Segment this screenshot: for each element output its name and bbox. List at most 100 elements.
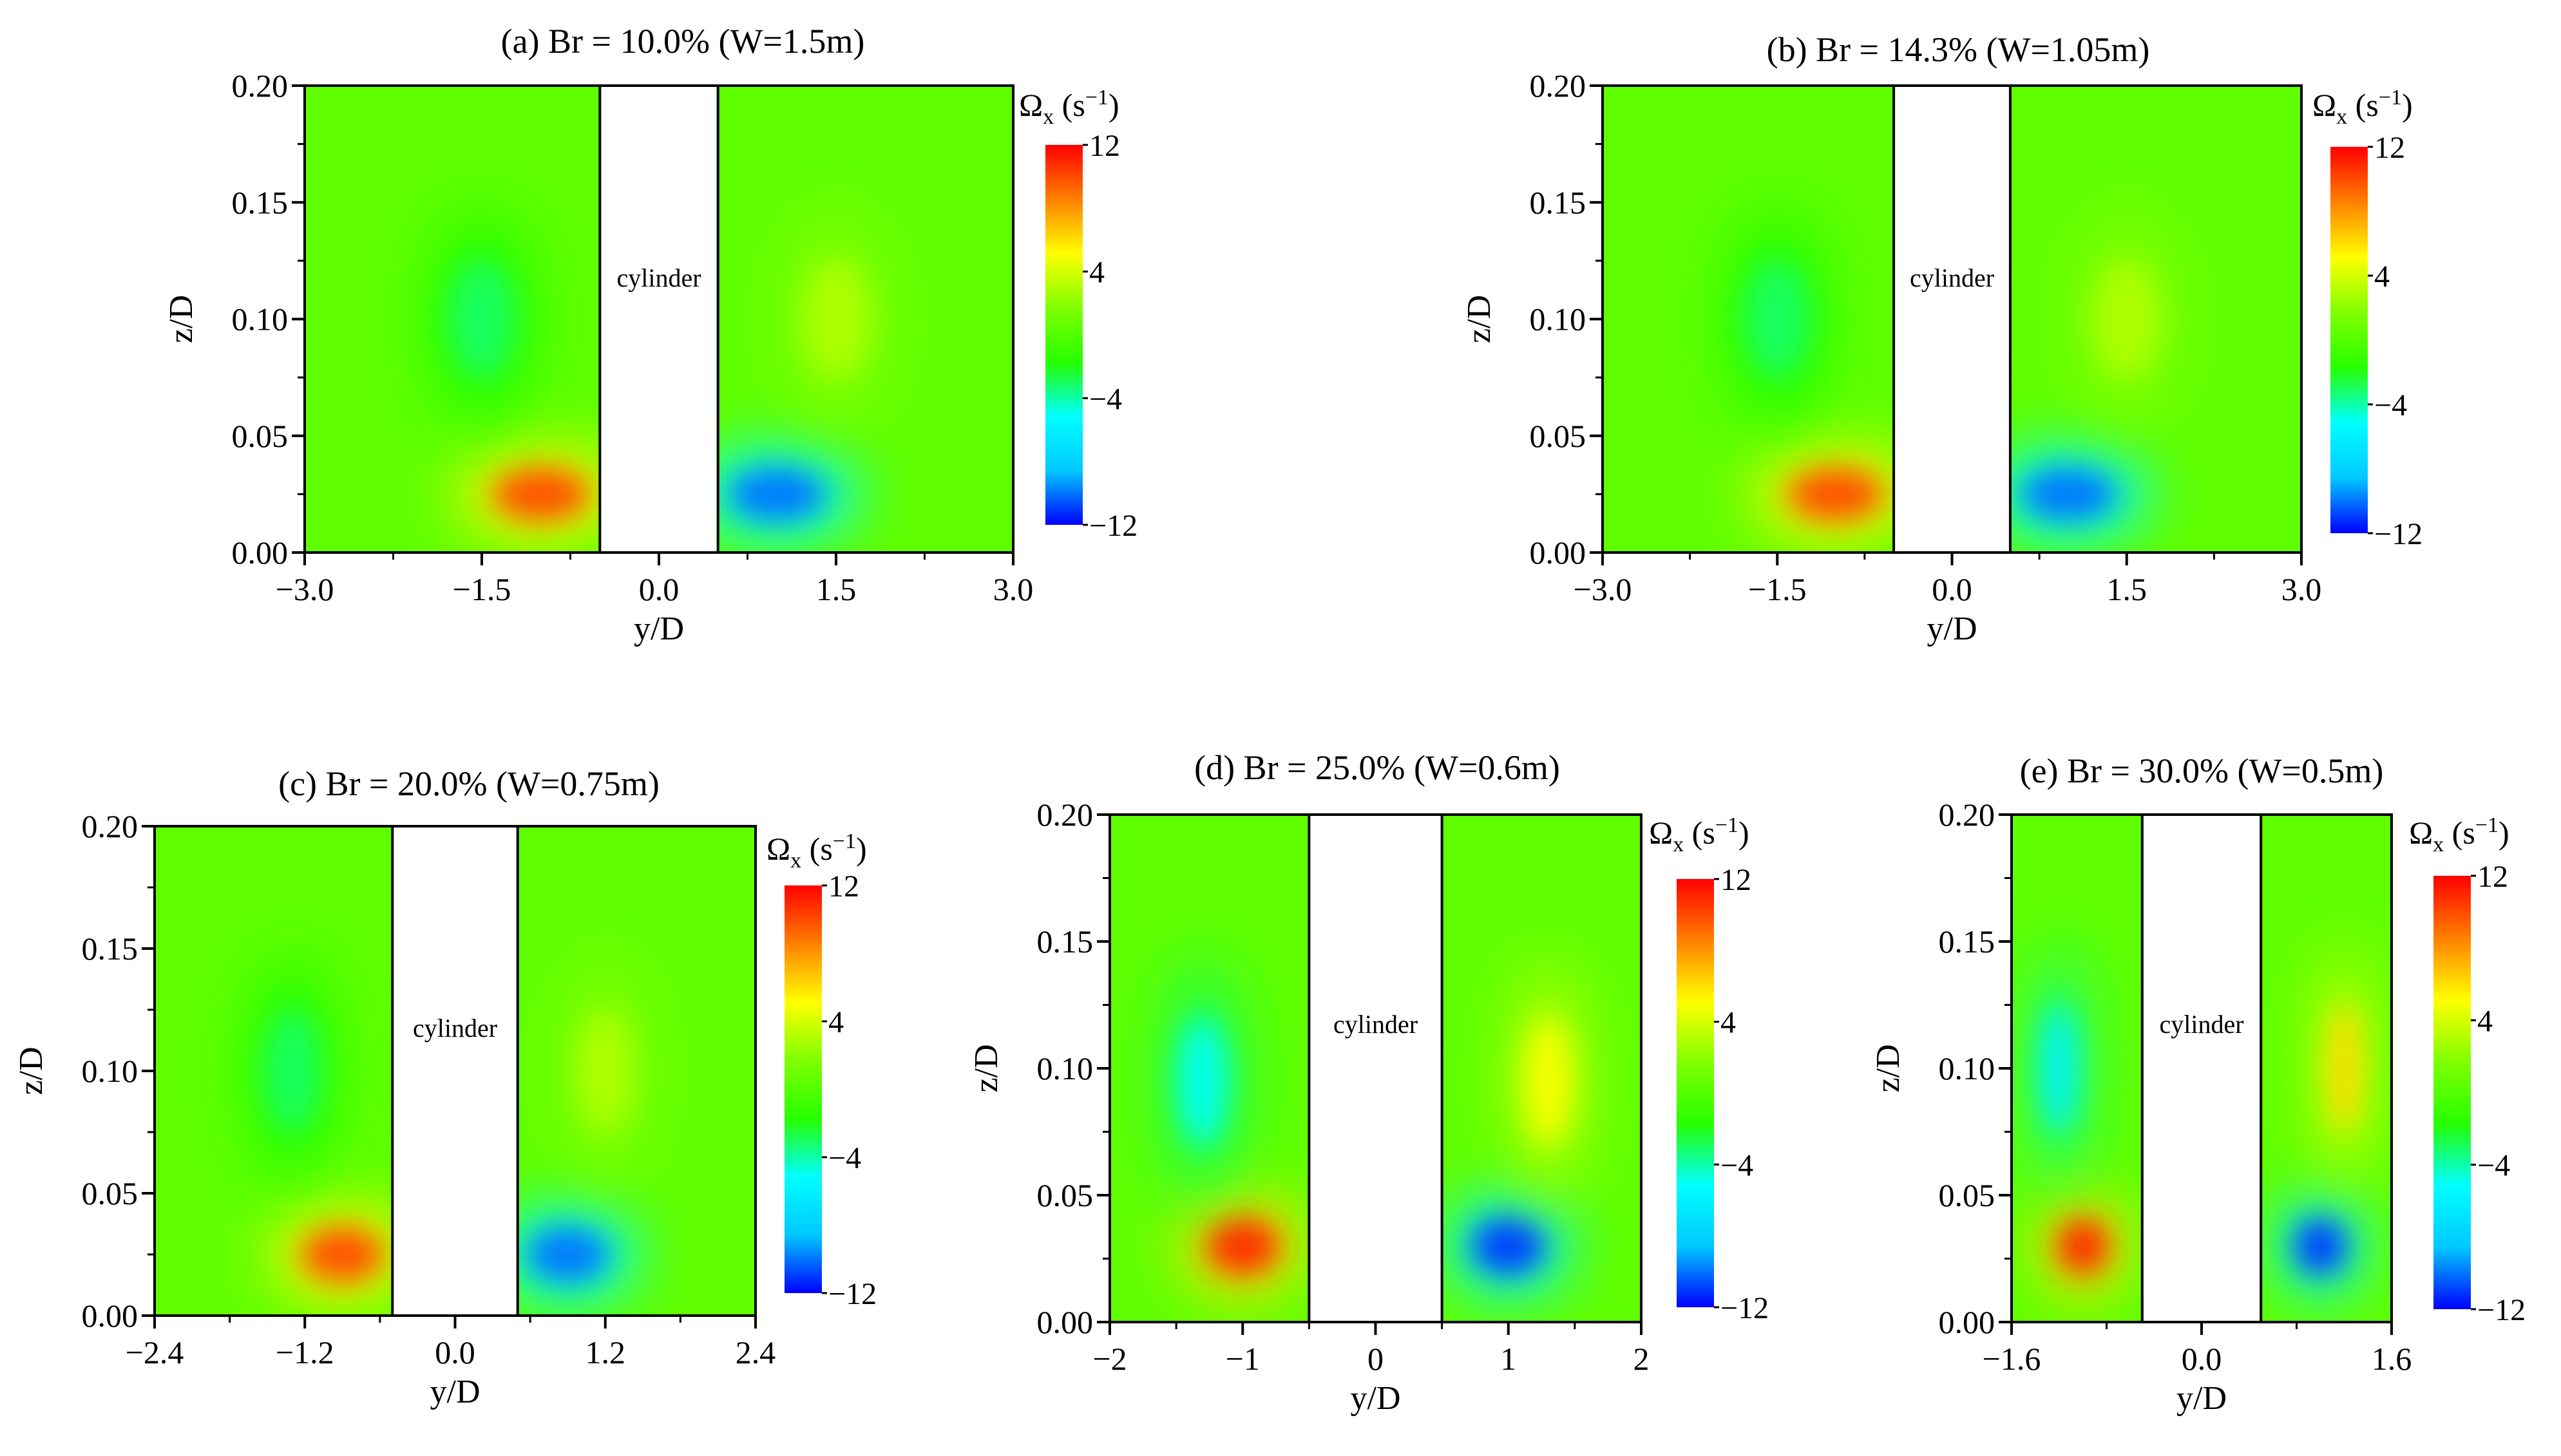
- colorbar-unit: (s: [801, 831, 833, 867]
- colorbar-tick-label: 12: [1720, 863, 1751, 897]
- colorbar-tick-label: 12: [828, 869, 859, 903]
- y-tick-label: 0.10: [1037, 1050, 1094, 1086]
- colorbar-unit: (s: [1054, 87, 1085, 123]
- y-tick-label: 0.00: [232, 534, 289, 571]
- y-tick-label: 0.15: [82, 931, 138, 967]
- colorbar-symbol: Ω: [1019, 87, 1043, 123]
- y-tick-label: 0.05: [1939, 1177, 1995, 1213]
- positive-vortex-core: [576, 1008, 634, 1134]
- colorbar-tick-label: 12: [1089, 129, 1120, 163]
- negative-vortex-core: [1472, 1217, 1545, 1274]
- vorticity-contours: [2027, 946, 2376, 1300]
- x-tick-label: 1.5: [2107, 571, 2147, 607]
- y-tick-label: 0.00: [1530, 534, 1586, 571]
- chart-title: (a) Br = 10.0% (W=1.5m): [501, 22, 865, 61]
- colorbar: [1677, 879, 1714, 1307]
- negative-vortex-core: [2021, 468, 2117, 520]
- y-tick-label: 0.15: [1939, 923, 1995, 960]
- vorticity-contours: [242, 953, 656, 1306]
- colorbar: [1045, 145, 1083, 525]
- negative-vortex-core: [1177, 1016, 1228, 1146]
- y-tick-label: 0.05: [1037, 1177, 1094, 1213]
- colorbar-tick-label: 4: [1720, 1006, 1736, 1040]
- colorbar-unit-exponent: −1: [2379, 86, 2402, 109]
- colorbar-tick-label: −4: [828, 1141, 861, 1175]
- x-tick-label: 3.0: [2281, 571, 2322, 607]
- x-tick-label: 1.2: [586, 1334, 626, 1370]
- x-tick-label: 1.5: [816, 571, 857, 607]
- y-tick-label: 0.10: [1939, 1050, 1995, 1086]
- colorbar-subscript: x: [790, 849, 801, 873]
- colorbar-tick-label: −4: [1720, 1148, 1753, 1182]
- x-tick-label: 2: [1633, 1341, 1650, 1377]
- y-tick-label: 0.20: [1939, 797, 1995, 833]
- y-axis-label: z/D: [1461, 295, 1498, 343]
- y-tick-label: 0.20: [232, 68, 289, 104]
- y-tick-label: 0.15: [232, 184, 289, 220]
- negative-vortex-core: [526, 1227, 609, 1282]
- y-tick-label: 0.15: [1037, 923, 1094, 960]
- negative-vortex-core: [1744, 259, 1811, 379]
- positive-vortex-core: [2093, 259, 2160, 379]
- colorbar-tick-label: 12: [2374, 131, 2405, 165]
- positive-vortex-core: [301, 1227, 384, 1282]
- colorbar-unit-exponent: −1: [2475, 813, 2499, 837]
- colorbar-symbol: Ω: [2312, 87, 2336, 123]
- colorbar-unit-exponent: −1: [1715, 813, 1738, 837]
- negative-vortex-core: [728, 468, 826, 520]
- x-tick-label: 1: [1500, 1341, 1516, 1377]
- colorbar-unit-close: ): [2402, 87, 2413, 123]
- y-tick-label: 0.00: [1939, 1304, 1995, 1340]
- negative-vortex-core: [263, 1008, 321, 1134]
- panel-a: cylinder 0.00 0.05 0.10 0.15 0.20 −3.0 −1.5 0.0 1…: [163, 22, 1138, 647]
- y-axis-label: z/D: [1870, 1044, 1907, 1092]
- x-tick-label: 0.0: [1932, 571, 1972, 607]
- x-tick-label: 3.0: [993, 571, 1034, 607]
- x-axis-label: y/D: [430, 1374, 481, 1410]
- cylinder-region: [1308, 813, 1443, 1323]
- negative-vortex-core: [448, 259, 516, 379]
- y-tick-label: 0.20: [82, 808, 138, 844]
- colorbar-tick-label: −12: [2374, 517, 2423, 551]
- x-tick-label: 0.0: [435, 1334, 475, 1370]
- y-axis-label: z/D: [968, 1044, 1005, 1092]
- x-tick-label: −2.4: [126, 1334, 184, 1370]
- colorbar-unit-exponent: −1: [833, 829, 856, 853]
- colorbar-unit-close: ): [856, 831, 867, 867]
- y-tick-label: 0.05: [82, 1175, 138, 1211]
- y-tick-label: 0.15: [1530, 184, 1586, 220]
- colorbar-label: Ωx (s−1): [2312, 86, 2413, 129]
- positive-vortex-core: [1523, 1016, 1574, 1146]
- colorbar: [2433, 876, 2471, 1309]
- cylinder-region: [1892, 84, 2012, 554]
- colorbar-subscript: x: [1673, 833, 1684, 856]
- colorbar-tick-label: −12: [2477, 1293, 2526, 1327]
- colorbar-tick-label: −4: [2374, 388, 2407, 422]
- y-tick-label: 0.10: [1530, 301, 1586, 337]
- panel-b: cylinder 0.00 0.05 0.10 0.15 0.20 −3.0 −1.5 0.0 1…: [1461, 30, 2423, 647]
- vorticity-contours: [1718, 207, 2185, 544]
- cylinder-region: [391, 825, 519, 1317]
- y-tick-label: 0.20: [1530, 68, 1586, 104]
- positive-vortex-core: [2325, 1003, 2363, 1133]
- x-tick-label: −1.5: [453, 571, 511, 607]
- colorbar-tick-label: 12: [2477, 860, 2508, 894]
- colorbar-unit: (s: [1684, 815, 1715, 851]
- colorbar-subscript: x: [2336, 105, 2347, 129]
- x-tick-label: −3.0: [1574, 571, 1632, 607]
- y-tick-label: 0.10: [232, 301, 289, 337]
- colorbar-label: Ωx (s−1): [1649, 813, 1749, 856]
- colorbar-tick-label: 4: [1089, 256, 1105, 290]
- positive-vortex-core: [802, 259, 870, 379]
- colorbar-tick-label: −12: [828, 1277, 877, 1311]
- colorbar-tick-label: −4: [1089, 382, 1122, 416]
- colorbar-tick-label: 4: [2477, 1004, 2493, 1038]
- x-axis-label: y/D: [1351, 1380, 1401, 1417]
- x-tick-label: 0: [1367, 1341, 1384, 1377]
- negative-vortex-core: [2294, 1217, 2347, 1274]
- x-tick-label: 0.0: [2182, 1341, 2222, 1377]
- cylinder-region: [598, 84, 719, 554]
- colorbar-subscript: x: [2433, 833, 2444, 856]
- cylinder-label: cylinder: [2159, 1010, 2243, 1039]
